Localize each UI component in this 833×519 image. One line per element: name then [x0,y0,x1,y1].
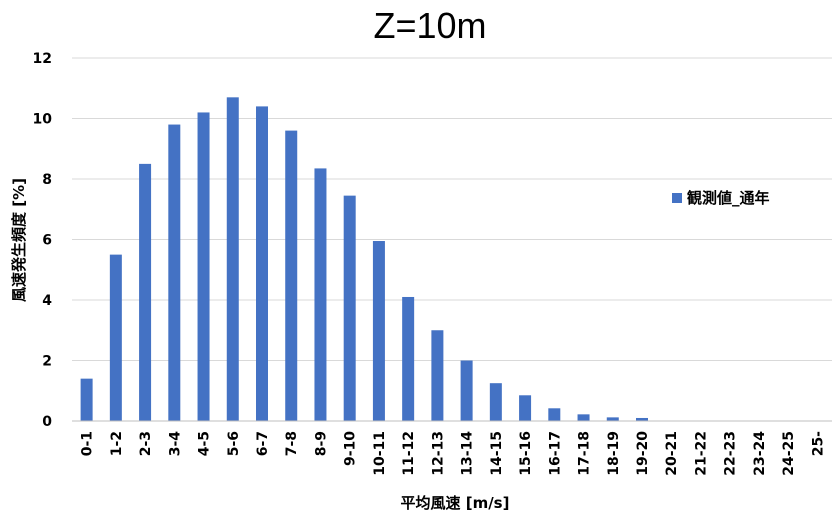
gridlines [72,57,832,361]
y-axis-label: 風速発生頻度 [%] [10,178,28,302]
bar-1-2 [109,254,122,421]
x-tick-label: 25- [810,431,826,456]
bar-15-16 [519,395,532,421]
y-tick-label: 12 [33,51,52,67]
bar-2-3 [139,163,152,421]
bar-12-13 [431,330,444,421]
x-tick-label: 1-2 [109,431,125,456]
legend-label: 観測値_通年 [687,189,770,207]
x-tick-label: 8-9 [313,431,329,456]
bars [80,97,648,422]
x-tick-label: 6-7 [255,431,271,456]
x-axis-ticks: 0-1 1-2 2-3 3-4 4-5 5-6 6-7 7-8 8-9 9-10 10-11 11-1… [80,431,827,476]
bar-5-6 [226,97,239,421]
y-tick-label: 8 [42,172,52,188]
x-axis-label: 平均風速 [m/s] [401,494,510,512]
bar-19-20 [636,417,648,421]
x-tick-label: 12-13 [430,431,446,476]
bar-18-19 [606,417,619,421]
bar-13-14 [460,360,473,421]
bar-0-1 [80,378,93,421]
x-tick-label: 0-1 [80,431,96,456]
x-tick-label: 2-3 [138,431,154,456]
bar-7-8 [285,130,298,421]
bar-11-12 [402,296,415,421]
bar-14-15 [489,383,502,421]
x-tick-label: 7-8 [284,431,300,456]
y-tick-label: 4 [42,293,52,309]
x-tick-label: 11-12 [401,431,417,476]
bar-4-5 [197,112,210,421]
bar-8-9 [314,168,327,421]
legend-swatch [672,193,682,203]
y-tick-label: 0 [42,414,52,430]
x-tick-label: 10-11 [372,431,388,476]
bar-10-11 [372,241,385,421]
legend: 観測値_通年 [672,189,770,207]
x-tick-label: 22-23 [723,431,739,476]
x-tick-label: 4-5 [197,431,213,456]
x-tick-label: 18-19 [606,431,622,476]
bar-16-17 [548,408,561,421]
x-tick-label: 20-21 [664,431,680,476]
x-tick-label: 17-18 [577,431,593,476]
y-axis-ticks: 0 2 4 6 8 10 12 [33,51,53,430]
y-tick-label: 6 [42,233,52,249]
x-tick-label: 9-10 [343,431,359,466]
bar-9-10 [343,195,356,421]
x-tick-label: 14-15 [489,431,505,476]
y-tick-label: 10 [33,112,53,128]
bar-6-7 [256,106,268,422]
y-tick-label: 2 [42,354,52,370]
x-tick-label: 16-17 [547,431,563,476]
x-tick-label: 24-25 [781,431,797,476]
x-tick-label: 5-6 [226,431,242,456]
x-tick-label: 19-20 [635,431,651,476]
x-tick-label: 23-24 [752,431,768,476]
x-tick-label: 13-14 [460,431,476,476]
bar-17-18 [577,414,590,421]
bar-3-4 [168,124,181,422]
x-tick-label: 15-16 [518,431,534,476]
x-tick-label: 3-4 [167,431,183,457]
chart-title: Z=10m [373,5,486,46]
x-tick-label: 21-22 [693,431,709,476]
